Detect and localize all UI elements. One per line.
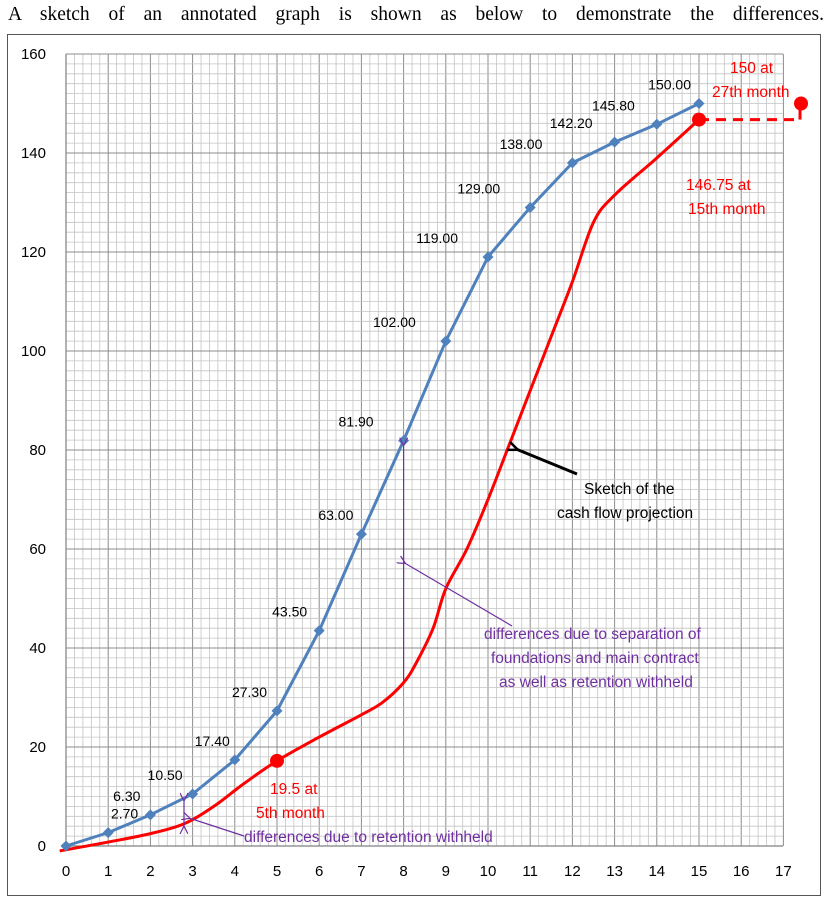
cash-flow-projection-line [59,118,701,853]
data-label: 142.20 [550,115,593,131]
data-label: 10.50 [148,767,183,783]
cumulative-value-line [65,102,700,848]
cumulative-value-marker [651,118,663,130]
x-tick-label: 3 [188,863,196,880]
chart-frame [7,34,821,896]
data-label: 145.80 [592,97,635,113]
cumulative-value-marker [229,754,241,766]
data-label: 63.00 [318,507,353,523]
highlight-point [692,112,706,127]
data-label: 150.00 [648,77,691,93]
x-tick-label: 10 [480,863,497,880]
cumulative-value-marker [566,157,578,169]
cumulative-value-series [60,98,705,852]
note-separation-line3: as well as retention withheld [499,674,693,691]
data-label: 129.00 [457,180,500,196]
x-tick-label: 13 [606,863,623,880]
x-tick-label: 16 [733,863,750,880]
separation-pointer-arrow [405,563,513,627]
cumulative-value-marker [693,98,705,109]
note-cash-flow-line1: Sketch of the [584,481,674,498]
data-label: 2.70 [111,806,138,822]
cumulative-value-marker [609,136,621,148]
note-separation-line2: foundations and main contract [491,650,699,667]
x-tick-label: 1 [104,863,112,880]
y-tick-label: 120 [21,244,46,261]
retention-pointer-arrow [189,818,245,837]
data-label: 119.00 [416,230,458,246]
cumulative-value-marker [271,705,283,717]
grid-lines [65,53,784,847]
annotations: 19.5 at 5th month 146.75 at 15th month 1… [244,60,790,846]
note-150-line2: 27th month [712,84,790,101]
note-150-line1: 150 at [730,60,774,77]
cumulative-value-marker [355,528,367,540]
x-tick-label: 9 [442,863,450,880]
note-separation-line1: differences due to separation of [484,626,702,643]
x-tick-label: 6 [315,863,323,880]
data-label: 27.30 [232,684,267,700]
x-tick-label: 8 [399,863,407,880]
x-tick-label: 5 [273,863,281,880]
x-tick-label: 7 [357,863,365,880]
cash-flow-projection-series [59,96,808,853]
highlight-point [270,753,284,768]
y-tick-label: 0 [38,838,46,855]
note-19-5-line2: 5th month [256,805,325,822]
cumulative-value-marker [187,788,199,800]
data-label: 6.30 [113,788,140,804]
cumulative-value-marker [440,335,452,347]
x-tick-label: 17 [775,863,792,880]
data-label: 138.00 [500,136,543,152]
x-tick-label: 0 [62,863,70,880]
y-tick-label: 100 [21,343,46,360]
note-retention: differences due to retention withheld [244,829,493,846]
x-tick-label: 12 [564,863,581,880]
data-label: 17.40 [195,733,230,749]
x-tick-label: 4 [231,863,239,880]
x-tick-label: 11 [522,863,538,880]
note-146-75-line1: 146.75 at [686,177,751,194]
cumulative-value-marker [144,809,156,821]
y-tick-label: 160 [21,46,46,63]
data-label: 102.00 [373,314,416,330]
x-tick-label: 15 [691,863,708,880]
cash-flow-arrow [516,449,578,476]
data-label: 81.90 [339,414,374,430]
data-label: 43.50 [272,604,307,620]
data-labels: 2.70 6.30 10.50 17.40 27.30 43.50 63.00 81.90 10… [111,77,691,822]
x-tick-labels: 0 1 2 3 4 5 6 7 8 9 10 11 12 13 14 15 16 17 [62,863,792,880]
cumulative-value-marker [102,827,114,839]
x-tick-label: 14 [648,863,665,880]
note-19-5-line1: 19.5 at [270,781,318,798]
cumulative-value-marker [60,840,72,852]
y-tick-label: 20 [29,739,46,756]
note-146-75-line2: 15th month [688,201,766,218]
highlight-point [794,96,808,111]
y-tick-label: 140 [21,145,46,162]
y-tick-label: 40 [29,640,46,657]
y-tick-labels: 0 20 40 60 80 100 120 140 160 [21,46,46,855]
cumulative-value-marker [524,201,536,213]
cumulative-value-marker [313,625,325,637]
axes [61,54,783,851]
caption: A sketch of an annotated graph is shown … [8,4,824,25]
x-tick-label: 2 [146,863,154,880]
y-tick-label: 80 [29,442,46,459]
note-cash-flow-line2: cash flow projection [557,505,693,522]
annotation-arrows [184,445,578,837]
y-tick-label: 60 [29,541,46,558]
cumulative-value-marker [398,435,410,447]
cumulative-value-marker [482,251,494,263]
